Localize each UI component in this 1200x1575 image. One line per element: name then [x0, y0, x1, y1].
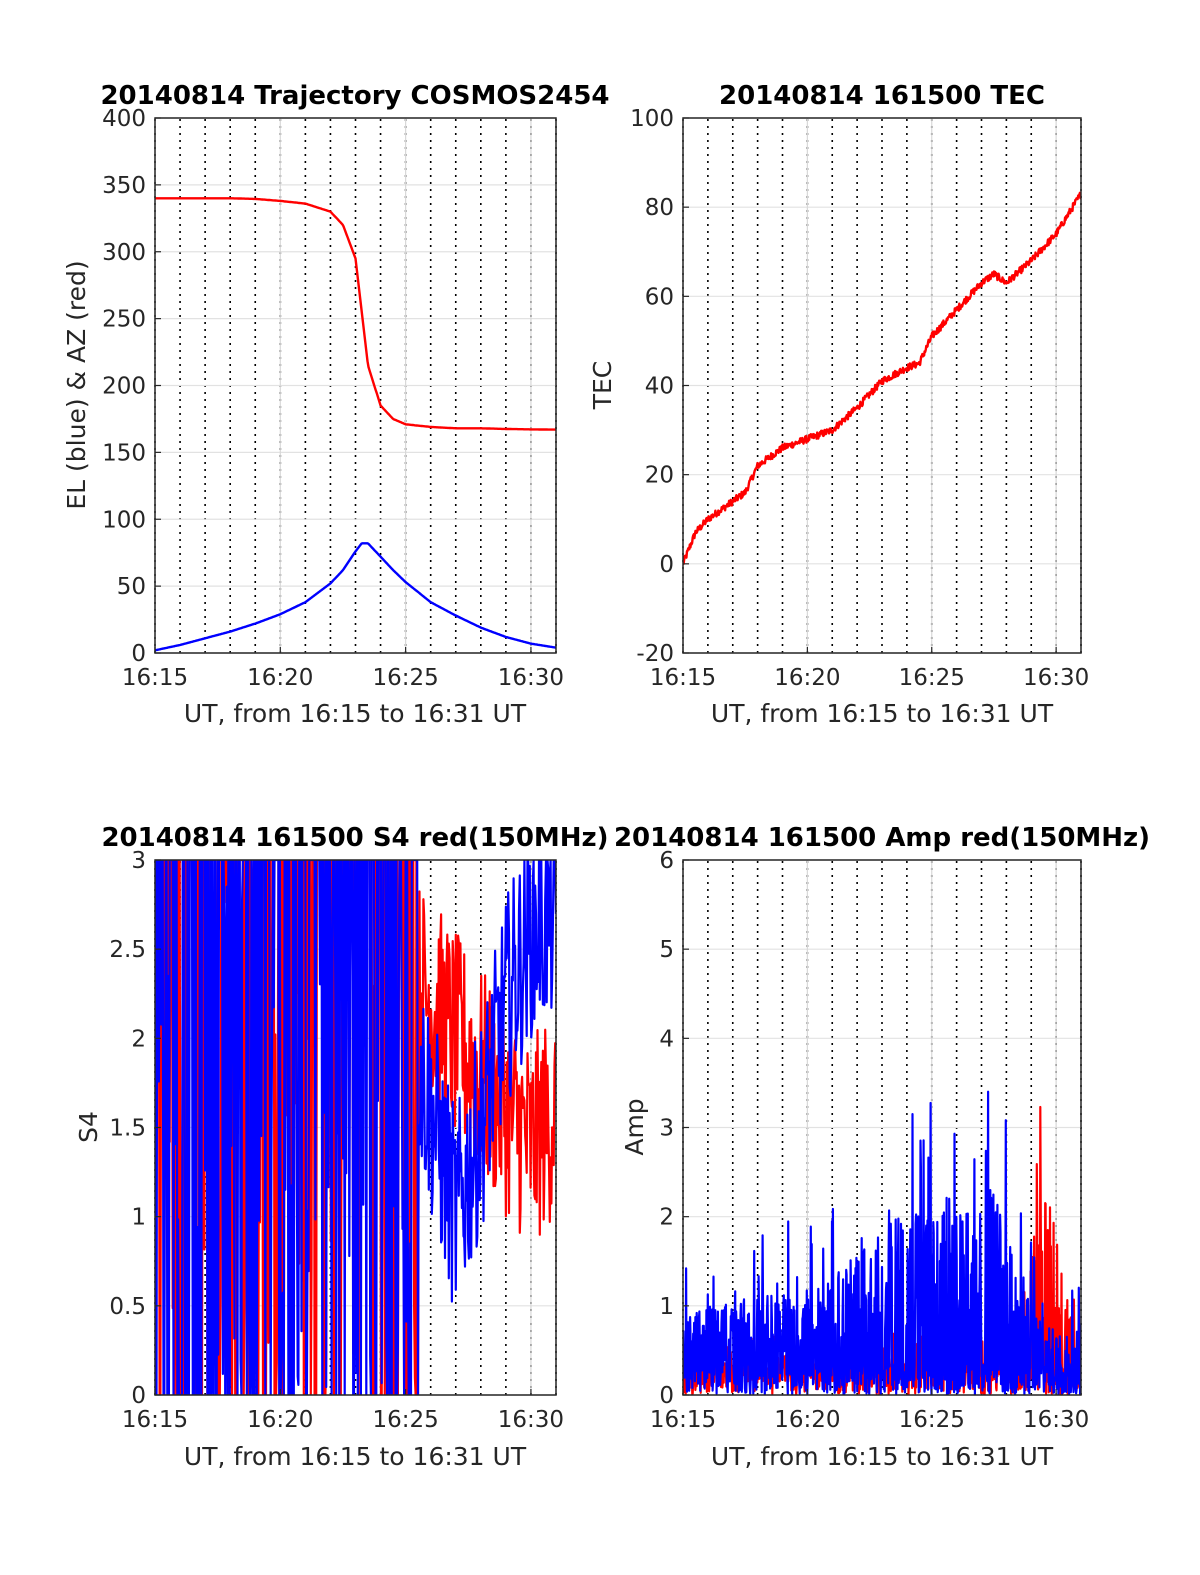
panel-tec-lines	[683, 191, 1081, 565]
panel-tec-title: 20140814 161500 TEC	[719, 81, 1045, 111]
panel-amp-xlabel: UT, from 16:15 to 16:31 UT	[711, 1442, 1054, 1471]
amp-y-tick-label: 5	[659, 937, 674, 963]
trajectory-y-tick-label: 50	[117, 574, 146, 600]
trajectory-series-line-blue	[155, 542, 556, 652]
s4-x-tick-label: 16:25	[372, 1407, 438, 1433]
s4-y-tick-label: 0	[131, 1383, 146, 1409]
amp-x-tick-label: 16:30	[1023, 1407, 1089, 1433]
panel-s4-ticks: 0 0.5 1 1.5 2 2.5 3 16:15 16:20 16:25 16:30	[109, 848, 564, 1433]
s4-series-line-blue	[155, 860, 556, 1395]
panel-amp: 0 1 2 3 4 5 6 16:15 16:20 16:25 16:30 20140814 161…	[614, 823, 1150, 1471]
tec-y-tick-label: 40	[645, 374, 674, 400]
amp-x-tick-label: 16:25	[899, 1407, 965, 1433]
amp-y-tick-label: 4	[659, 1026, 674, 1052]
panel-tec: -20 0 20 40 60 80 100 16:15 16:20 16:25 16:30 2014…	[588, 81, 1089, 728]
panel-trajectory-lines	[155, 197, 556, 652]
panel-s4-title: 20140814 161500 S4 red(150MHz)	[101, 823, 608, 853]
tec-x-tick-label: 16:15	[650, 665, 716, 691]
tec-y-tick-label: 0	[659, 552, 674, 578]
panel-s4-xlabel: UT, from 16:15 to 16:31 UT	[184, 1442, 527, 1471]
panel-trajectory-ticks: 0 50 100 150 200 250 300 350 400 16:15 16:20 16:25 1…	[102, 106, 564, 691]
trajectory-x-tick-label: 16:20	[247, 665, 313, 691]
s4-y-tick-label: 1.5	[109, 1116, 146, 1142]
amp-x-tick-label: 16:15	[650, 1407, 716, 1433]
tec-x-tick-label: 16:25	[899, 665, 965, 691]
tec-y-tick-label: 20	[645, 463, 674, 489]
tec-y-tick-label: -20	[636, 641, 674, 667]
s4-y-tick-label: 0.5	[109, 1294, 146, 1320]
panel-s4: 0 0.5 1 1.5 2 2.5 3 16:15 16:20 16:25 16:30 201408…	[74, 823, 609, 1471]
trajectory-x-tick-label: 16:25	[372, 665, 438, 691]
s4-y-tick-label: 2.5	[109, 937, 146, 963]
amp-y-tick-label: 0	[659, 1383, 674, 1409]
trajectory-y-tick-label: 150	[102, 440, 146, 466]
panel-amp-title: 20140814 161500 Amp red(150MHz)	[614, 823, 1150, 853]
trajectory-y-tick-label: 300	[102, 240, 146, 266]
trajectory-y-tick-label: 200	[102, 374, 146, 400]
tec-x-tick-label: 16:30	[1023, 665, 1089, 691]
s4-y-tick-label: 3	[131, 848, 146, 874]
panel-tec-ticks: -20 0 20 40 60 80 100 16:15 16:20 16:25 16:30	[630, 106, 1089, 691]
trajectory-y-tick-label: 400	[102, 106, 146, 132]
panel-trajectory-title: 20140814 Trajectory COSMOS2454	[100, 81, 609, 111]
amp-y-tick-label: 6	[659, 848, 674, 874]
amp-x-tick-label: 16:20	[774, 1407, 840, 1433]
tec-x-tick-label: 16:20	[774, 665, 840, 691]
panel-trajectory-xlabel: UT, from 16:15 to 16:31 UT	[184, 699, 527, 728]
panel-amp-ylabel: Amp	[620, 1098, 649, 1155]
amp-y-tick-label: 2	[659, 1205, 674, 1231]
trajectory-y-tick-label: 250	[102, 307, 146, 333]
trajectory-y-tick-label: 350	[102, 173, 146, 199]
panel-s4-ylabel: S4	[74, 1111, 103, 1143]
panel-trajectory-ylabel: EL (blue) & AZ (red)	[62, 260, 91, 509]
trajectory-x-tick-label: 16:15	[122, 665, 188, 691]
trajectory-x-tick-label: 16:30	[498, 665, 564, 691]
s4-y-tick-label: 2	[131, 1026, 146, 1052]
panel-amp-lines	[683, 1090, 1081, 1395]
panel-amp-ticks: 0 1 2 3 4 5 6 16:15 16:20 16:25 16:30	[650, 848, 1089, 1433]
amp-y-tick-label: 1	[659, 1294, 674, 1320]
tec-y-tick-label: 80	[645, 195, 674, 221]
tec-y-tick-label: 60	[645, 284, 674, 310]
panel-tec-ylabel: TEC	[588, 361, 617, 411]
panel-s4-lines	[155, 860, 556, 1395]
s4-x-tick-label: 16:30	[498, 1407, 564, 1433]
tec-series-line-red	[683, 191, 1081, 565]
trajectory-series-line-red	[155, 197, 556, 431]
trajectory-y-tick-label: 100	[102, 507, 146, 533]
s4-x-tick-label: 16:20	[247, 1407, 313, 1433]
panel-trajectory: 0 50 100 150 200 250 300 350 400 16:15 16:20 16:25 1…	[62, 81, 610, 728]
amp-series-line-blue	[683, 1090, 1081, 1395]
panel-tec-xlabel: UT, from 16:15 to 16:31 UT	[711, 699, 1054, 728]
s4-x-tick-label: 16:15	[122, 1407, 188, 1433]
amp-y-tick-label: 3	[659, 1116, 674, 1142]
trajectory-y-tick-label: 0	[131, 641, 146, 667]
s4-y-tick-label: 1	[131, 1205, 146, 1231]
tec-y-tick-label: 100	[630, 106, 674, 132]
